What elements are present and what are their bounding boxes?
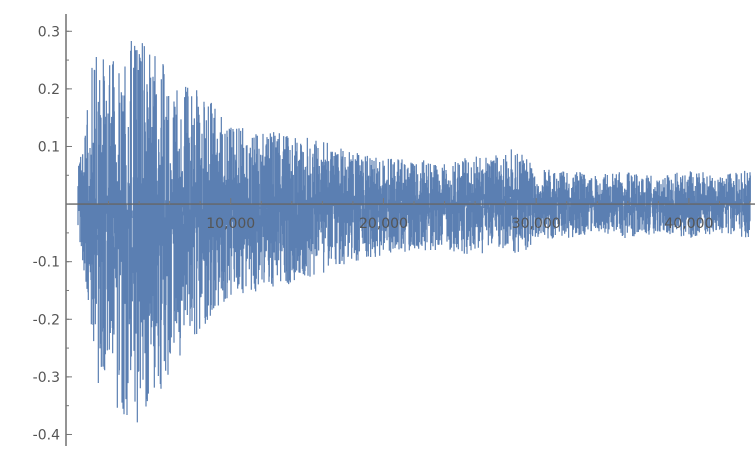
x-tick-label: 40,000 <box>664 216 713 232</box>
ticks <box>66 30 751 435</box>
x-tick-label: 10,000 <box>206 216 255 232</box>
y-tick-label: 0.3 <box>38 24 60 40</box>
x-tick-label: 30,000 <box>512 216 561 232</box>
y-tick-label: 0.2 <box>38 82 60 98</box>
y-tick-label: -0.1 <box>33 255 60 271</box>
axes <box>65 14 755 446</box>
y-tick-label: 0.1 <box>38 139 60 155</box>
waveform-series <box>77 41 751 423</box>
y-tick-label: -0.4 <box>33 427 60 443</box>
waveform-line <box>77 41 751 423</box>
y-tick-label: -0.3 <box>33 370 60 386</box>
y-tick-label: -0.2 <box>33 312 60 328</box>
x-tick-label: 20,000 <box>359 216 408 232</box>
tick-labels: 0.3 0.2 0.1 -0.1 -0.2 -0.3 -0.4 10,000 20,000 30,… <box>33 24 714 443</box>
